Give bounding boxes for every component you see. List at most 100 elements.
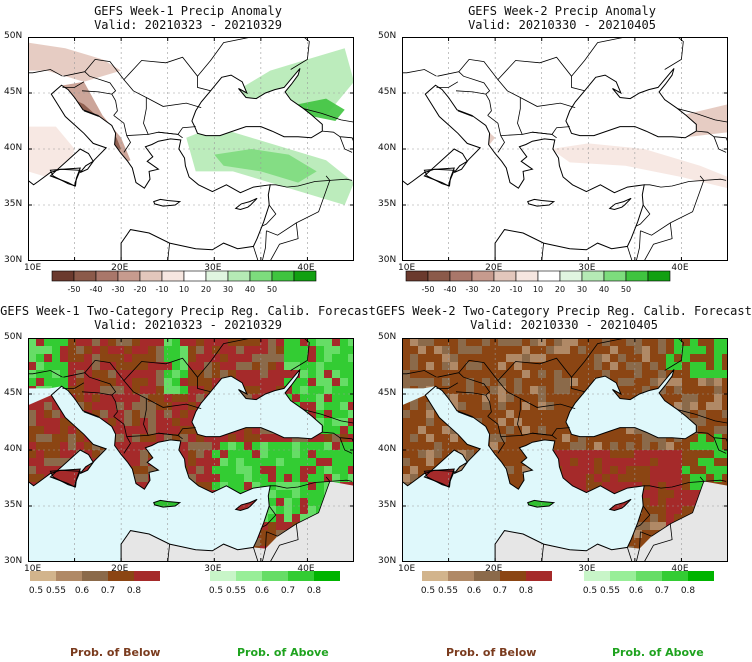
legend-tick-label: 0.6 [467,586,482,596]
panel2-title: GEFS Week-2 Precip Anomaly Valid: 202103… [402,4,722,32]
legend-tick-label: 0.5 [209,586,223,596]
lon-label: 10E [24,263,42,273]
lat-label: 35N [4,199,23,209]
lat-label: 40N [4,143,23,153]
legend-tick-label: 0.55 [600,586,620,596]
lon-label: 10E [398,564,416,574]
lat-label: 35N [378,500,397,510]
lon-label: 30E [204,564,222,574]
legend-tick-label: -40 [89,285,102,294]
lon-label: 40E [671,263,689,273]
legend-swatch [73,270,97,282]
legend-tick-label: 40 [599,285,609,294]
lon-label: 20E [111,564,129,574]
legend-tick-label: -30 [111,285,124,294]
lat-label: 45N [378,388,397,398]
legend-swatch [210,571,236,581]
legend-swatch [288,571,314,581]
legend-tick-label: 0.7 [655,586,669,596]
legend-tick-label: 0.5 [583,586,597,596]
legend-tick-label: 30 [223,285,233,294]
legend-swatch [610,571,636,581]
mediterranean-sea [28,85,271,261]
panel4-below-legend: 0.5 0.55 0.6 0.7 0.8 [421,571,552,596]
legend-swatch [262,571,288,581]
legend-tick-label: 0.7 [281,586,295,596]
legend-tick-label: 0.8 [681,586,696,596]
panel3-above-legend: 0.5 0.55 0.6 0.7 0.8 [209,571,340,596]
legend-swatch [271,270,295,282]
legend-tick-label: 10 [179,285,189,294]
legend-tick-label: 40 [245,285,255,294]
mediterranean-sea [28,386,271,562]
lon-label: 40E [297,564,315,574]
legend-swatch [493,270,517,282]
legend-swatch [161,270,185,282]
legend-swatch [581,270,605,282]
legend-swatch [51,270,75,282]
lat-label: 30N [4,556,23,566]
legend-swatch [625,270,649,282]
panel1-title-text: GEFS Week-1 Precip Anomaly [94,4,282,18]
legend-swatch [108,571,134,581]
legend-swatch [95,270,119,282]
panel3-title-text: GEFS Week-1 Two-Category Precip Reg. Cal… [0,304,376,318]
legend-tick-label: 0.7 [493,586,507,596]
legend-tick-label: -50 [67,285,80,294]
legend-tick-label: 20 [555,285,565,294]
legend-tick-label: 0.6 [75,586,90,596]
lat-label: 45N [4,87,23,97]
legend-swatch [526,571,552,581]
lat-label: 30N [4,255,23,265]
legend-tick-label: 0.55 [46,586,66,596]
lat-label: 40N [378,143,397,153]
panel1-anomaly-legend: -50 -40 -30 -20 -10 10 20 30 40 50 [51,270,317,294]
legend-swatch [82,571,108,581]
lon-label: 30E [204,263,222,273]
legend-tick-label: 0.6 [629,586,644,596]
footer-above-label-right: Prob. of Above [612,646,704,659]
legend-swatch [405,270,429,282]
legend-swatch [205,270,229,282]
legend-tick-label: 0.5 [421,586,435,596]
lon-label: 20E [111,263,129,273]
legend-swatch [117,270,141,282]
legend-tick-label: 50 [267,285,277,294]
lat-label: 40N [4,444,23,454]
legend-swatch [688,571,714,581]
panel1-valid: Valid: 20210323 - 20210329 [94,18,282,32]
legend-tick-label: 0.7 [101,586,115,596]
legend-swatch [236,571,262,581]
lon-label: 40E [297,263,315,273]
panel4-title-text: GEFS Week-2 Two-Category Precip Reg. Cal… [376,304,752,318]
legend-tick-label: 20 [201,285,211,294]
legend-swatch [293,270,317,282]
lon-label: 20E [485,564,503,574]
legend-swatch [515,270,539,282]
legend-swatch [227,270,251,282]
lat-label: 30N [378,255,397,265]
panel3-probability-map [28,338,354,562]
panel4-valid: Valid: 20210330 - 20210405 [470,318,658,332]
legend-tick-label: 0.55 [438,586,458,596]
lat-label: 50N [4,31,23,41]
panel3-valid: Valid: 20210323 - 20210329 [94,318,282,332]
legend-swatch [183,270,207,282]
legend-tick-label: -20 [133,285,146,294]
lon-label: 10E [398,263,416,273]
lat-label: 50N [378,332,397,342]
legend-tick-label: -30 [465,285,478,294]
legend-swatch [647,270,671,282]
lat-label: 30N [378,556,397,566]
lat-label: 35N [4,500,23,510]
legend-swatch [139,270,163,282]
legend-swatch [500,571,526,581]
legend-tick-label: 50 [621,285,631,294]
legend-tick-label: 0.5 [29,586,43,596]
panel4-title: GEFS Week-2 Two-Category Precip Reg. Cal… [376,304,752,332]
lon-label: 40E [671,564,689,574]
lat-label: 45N [378,87,397,97]
footer-above-label-left: Prob. of Above [237,646,329,659]
legend-swatch [134,571,160,581]
panel2-anomaly-legend: -50 -40 -30 -20 -10 10 20 30 40 50 [405,270,671,294]
